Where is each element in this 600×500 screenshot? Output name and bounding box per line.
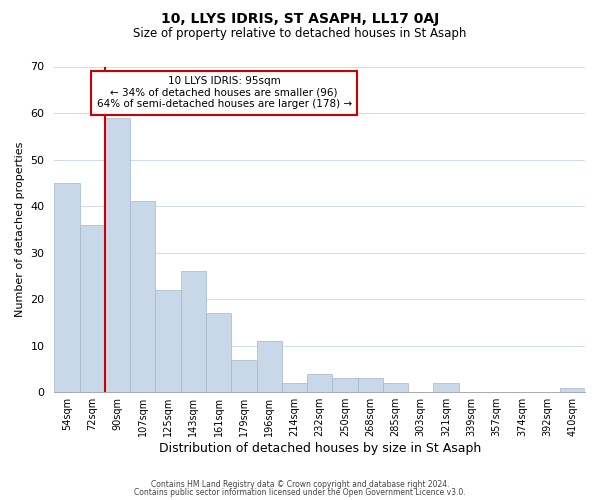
Bar [358,378,383,392]
Bar [181,271,206,392]
Y-axis label: Number of detached properties: Number of detached properties [15,142,25,317]
Bar [155,290,181,392]
Bar [231,360,257,392]
Bar [433,383,458,392]
Bar [332,378,358,392]
Text: 10 LLYS IDRIS: 95sqm
← 34% of detached houses are smaller (96)
64% of semi-detac: 10 LLYS IDRIS: 95sqm ← 34% of detached h… [97,76,352,110]
Text: Contains HM Land Registry data © Crown copyright and database right 2024.: Contains HM Land Registry data © Crown c… [151,480,449,489]
Bar [560,388,585,392]
Bar [80,224,105,392]
Text: Size of property relative to detached houses in St Asaph: Size of property relative to detached ho… [133,28,467,40]
Bar [55,183,80,392]
Bar [307,374,332,392]
X-axis label: Distribution of detached houses by size in St Asaph: Distribution of detached houses by size … [158,442,481,455]
Bar [282,383,307,392]
Bar [257,341,282,392]
Text: 10, LLYS IDRIS, ST ASAPH, LL17 0AJ: 10, LLYS IDRIS, ST ASAPH, LL17 0AJ [161,12,439,26]
Bar [130,202,155,392]
Bar [383,383,408,392]
Text: Contains public sector information licensed under the Open Government Licence v3: Contains public sector information licen… [134,488,466,497]
Bar [105,118,130,392]
Bar [206,313,231,392]
